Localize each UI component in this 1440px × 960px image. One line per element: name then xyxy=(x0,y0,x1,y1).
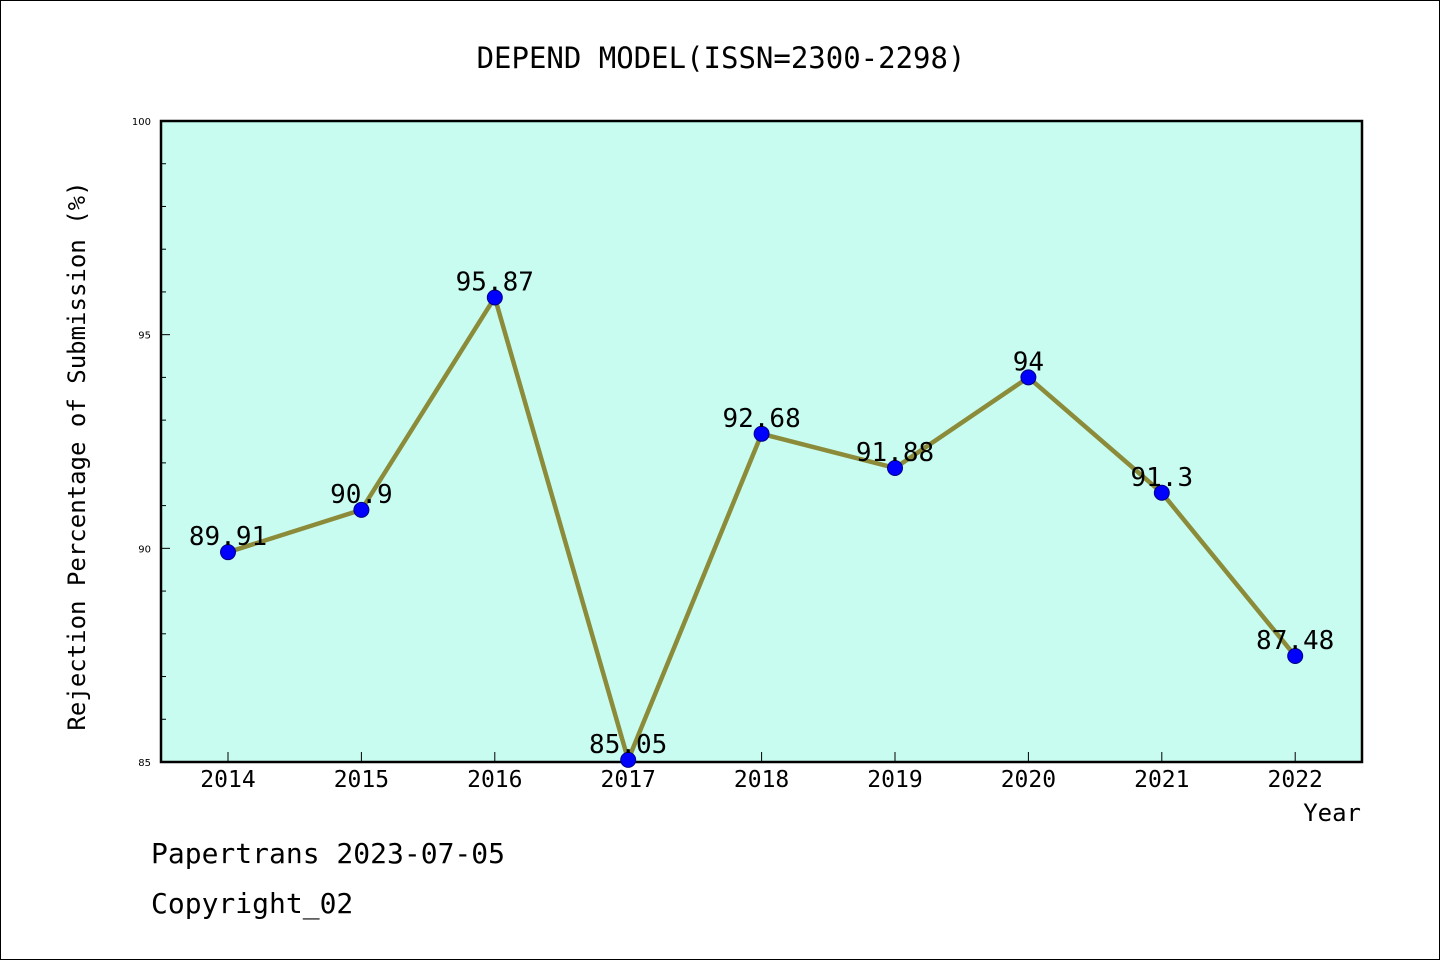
x-tick-label: 2017 xyxy=(601,767,656,793)
data-point xyxy=(1287,648,1304,665)
x-axis-label: Year xyxy=(1303,799,1361,827)
y-tick-label: 95 xyxy=(138,331,151,342)
data-label: 95.87 xyxy=(456,267,534,297)
data-label: 91.3 xyxy=(1130,463,1193,493)
x-axis-ticks xyxy=(227,752,1296,762)
data-label: 87.48 xyxy=(1256,626,1334,656)
footer-date-text: Papertrans 2023-07-05 xyxy=(151,837,506,870)
x-tick-label: 2022 xyxy=(1268,767,1323,793)
x-tick-label: 2020 xyxy=(1001,767,1056,793)
data-point xyxy=(887,459,903,476)
footer-copyright-text: Copyright_02 xyxy=(151,887,354,920)
data-markers xyxy=(220,289,1304,768)
data-label: 91.88 xyxy=(856,438,934,468)
y-axis-ticks xyxy=(161,120,170,763)
y-axis-label: Rejection Percentage of Submission (%) xyxy=(63,181,91,730)
y-tick-label: 90 xyxy=(138,544,151,555)
data-label: 94 xyxy=(1013,347,1044,377)
data-point xyxy=(1020,369,1037,386)
data-point xyxy=(1153,484,1170,501)
y-tick-label: 100 xyxy=(132,117,151,128)
chart-title: DEPEND MODEL(ISSN=2300-2298) xyxy=(477,41,966,75)
data-label: 85.05 xyxy=(589,730,667,760)
data-point xyxy=(353,501,370,518)
y-tick-label: 85 xyxy=(138,758,151,769)
data-labels: 89.91 90.9 95.87 85.05 92.68 91.88 94 91.3 87.48 xyxy=(189,267,1334,759)
data-point xyxy=(220,544,236,561)
data-label: 92.68 xyxy=(722,404,800,434)
x-tick-label: 2021 xyxy=(1134,767,1189,793)
data-label: 90.9 xyxy=(330,480,393,510)
x-tick-label: 2016 xyxy=(467,767,522,793)
x-tick-label: 2014 xyxy=(200,767,255,793)
data-label: 89.91 xyxy=(189,522,267,552)
y-axis-tick-labels: 85 90 95 100 xyxy=(132,117,151,769)
data-point xyxy=(753,425,770,442)
data-point xyxy=(620,751,637,768)
data-point xyxy=(486,289,503,306)
x-axis-tick-labels: 2014 2015 2016 2017 2018 2019 2020 2021 2022 xyxy=(200,767,1323,793)
x-tick-label: 2015 xyxy=(334,767,389,793)
x-tick-label: 2019 xyxy=(867,767,922,793)
x-tick-label: 2018 xyxy=(734,767,789,793)
